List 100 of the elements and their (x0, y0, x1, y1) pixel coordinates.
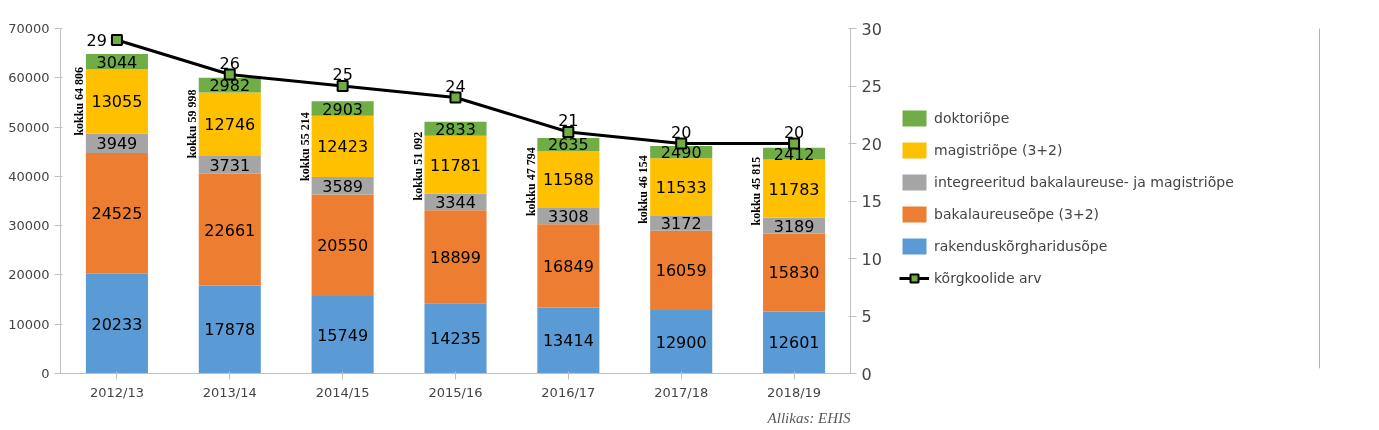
y-tick-label: 10000 (8, 316, 50, 332)
data-label: 3308 (548, 207, 589, 227)
data-label: 3949 (96, 134, 138, 154)
data-label: 24 (445, 76, 466, 96)
data-label: 14235 (430, 329, 481, 349)
data-label: 13414 (542, 331, 594, 351)
legend-label: rakenduskõrgharidusõpe (934, 238, 1108, 254)
data-label: 29 (86, 31, 107, 50)
y-tick-label: 60000 (8, 70, 50, 86)
legend-label: integreeritud bakalaureuse- ja magistriõpe (934, 174, 1234, 190)
legend-label: bakalaureuseõpe (3+2) (934, 206, 1100, 222)
data-label: 2412 (773, 144, 815, 164)
bar (424, 135, 487, 194)
y2-tick-label: 5 (861, 307, 872, 326)
y2-tick-label: 15 (861, 192, 882, 211)
x-tick-label: 2015/16 (428, 384, 483, 400)
data-label: 3189 (773, 216, 815, 236)
total-label: kokku 45 815 (749, 156, 764, 226)
data-label: 3344 (435, 192, 476, 212)
bar (311, 194, 374, 296)
x-tick-label: 2012/13 (89, 384, 144, 400)
data-label: 3172 (660, 213, 702, 233)
data-label: 25 (332, 65, 353, 84)
data-label: 22661 (204, 220, 256, 240)
point (110, 34, 123, 46)
point (449, 91, 462, 104)
bar (198, 173, 261, 286)
data-label: 2635 (548, 135, 589, 155)
data-label: 20 (671, 122, 692, 142)
data-label: 12746 (204, 114, 256, 134)
total-label: kokku 47 794 (523, 147, 538, 217)
total-label: kokku 46 154 (636, 155, 651, 224)
bar (537, 224, 600, 308)
y2-tick-label: 10 (861, 249, 882, 269)
data-label: 12900 (655, 332, 707, 352)
bar (537, 150, 600, 209)
data-label: 16849 (542, 256, 594, 276)
x-tick-label: 2016/17 (541, 384, 596, 400)
data-label: 2903 (322, 99, 363, 119)
x-tick-label: 2014/15 (315, 384, 370, 400)
y2-tick-label: 25 (861, 77, 882, 96)
legend-label: doktoriõpe (934, 110, 1010, 126)
bar (424, 303, 487, 374)
bar (85, 273, 148, 374)
y-tick-label: 50000 (8, 119, 50, 135)
data-label: 11781 (430, 155, 481, 175)
bar (311, 295, 374, 374)
data-label: 15830 (768, 263, 820, 283)
data-label: 20 (783, 122, 805, 142)
data-label: 2833 (435, 119, 476, 139)
total-label: kokku 51 092 (410, 131, 425, 201)
bar (763, 233, 826, 312)
data-label: 13055 (91, 92, 143, 112)
bar (763, 311, 826, 374)
x-tick-label: 2013/14 (202, 384, 257, 400)
bar (650, 230, 713, 310)
data-label: 21 (558, 111, 579, 130)
legend-label: kõrgkoolide arv (934, 270, 1042, 286)
bar (650, 309, 713, 374)
data-label: 3731 (209, 155, 251, 175)
data-label: 17878 (204, 320, 256, 340)
data-label: 3044 (96, 52, 138, 72)
bar (650, 158, 713, 216)
bar (198, 285, 261, 374)
y-tick-label: 70000 (8, 21, 50, 36)
data-label: 24525 (91, 204, 143, 224)
y2-tick-label: 20 (861, 134, 882, 154)
data-label: 26 (219, 53, 240, 73)
bar (85, 152, 148, 274)
bar (311, 115, 374, 177)
data-label: 12601 (768, 333, 820, 353)
data-label: 18899 (430, 247, 481, 267)
data-label: 12423 (317, 137, 369, 157)
data-label: 2982 (209, 76, 251, 96)
point (562, 126, 575, 138)
point (336, 80, 349, 92)
bar (424, 210, 487, 304)
y-tick-label: 20000 (8, 267, 50, 283)
x-tick-label: 2017/18 (654, 384, 709, 400)
total-label: kokku 55 214 (297, 112, 312, 181)
bar (198, 92, 261, 156)
total-label: kokku 59 998 (184, 89, 199, 159)
y2-tick-label: 0 (861, 364, 872, 384)
legend-label: magistriõpe (3+2) (934, 142, 1063, 158)
data-label: 20550 (317, 236, 369, 256)
bar (85, 69, 148, 134)
bar (537, 307, 600, 374)
y2-tick-label: 30 (861, 19, 882, 39)
data-label: 20233 (91, 314, 143, 334)
bar (763, 159, 826, 218)
data-label: 3589 (322, 176, 363, 196)
data-label: 11533 (655, 177, 707, 197)
text: Allikas: EHIS (766, 409, 851, 426)
y-tick-label: 0 (41, 366, 50, 381)
data-label: 16059 (655, 261, 707, 281)
y-tick-label: 30000 (8, 218, 50, 234)
y-tick-label: 40000 (8, 168, 50, 184)
total-label: kokku 64 806 (72, 66, 87, 136)
data-label: 11588 (542, 170, 594, 190)
data-label: 11783 (768, 179, 820, 199)
